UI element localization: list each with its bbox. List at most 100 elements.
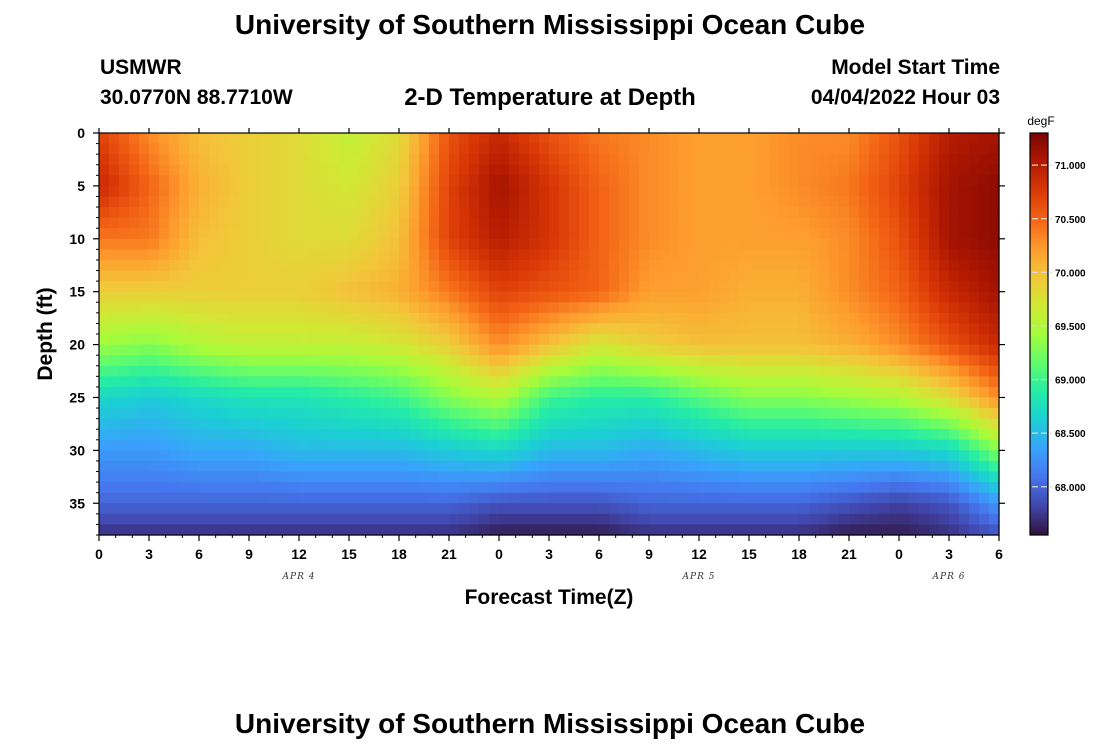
- heatmap-cell: [289, 513, 300, 526]
- heatmap-cell: [679, 365, 690, 377]
- heatmap-cell: [139, 291, 150, 303]
- heatmap-cell: [279, 397, 290, 409]
- heatmap-cell: [569, 259, 580, 272]
- heatmap-cell: [969, 302, 980, 314]
- heatmap-cell: [949, 397, 960, 409]
- heatmap-cell: [669, 344, 680, 356]
- heatmap-cell: [899, 291, 910, 303]
- heatmap-cell: [989, 302, 1000, 314]
- heatmap-cell: [869, 228, 880, 240]
- heatmap-cell: [129, 259, 140, 272]
- heatmap-cell: [109, 302, 120, 314]
- heatmap-cell: [129, 143, 140, 155]
- heatmap-cell: [899, 270, 910, 282]
- heatmap-cell: [439, 249, 450, 261]
- heatmap-cell: [739, 228, 750, 240]
- heatmap-cell: [179, 143, 190, 155]
- heatmap-cell: [619, 143, 630, 155]
- heatmap-cell: [389, 376, 400, 388]
- heatmap-cell: [409, 154, 420, 166]
- heatmap-cell: [319, 133, 330, 145]
- heatmap-cell: [629, 408, 640, 420]
- heatmap-cell: [549, 302, 560, 314]
- heatmap-cell: [249, 217, 260, 229]
- heatmap-cell: [589, 249, 600, 261]
- heatmap-cell: [259, 365, 270, 377]
- heatmap-cell: [319, 355, 330, 367]
- heatmap-cell: [549, 503, 560, 515]
- heatmap-cell: [959, 460, 970, 473]
- heatmap-cell: [909, 482, 920, 494]
- heatmap-cell: [589, 513, 600, 526]
- heatmap-cell: [239, 238, 250, 250]
- heatmap-cell: [929, 323, 940, 335]
- heatmap-cell: [369, 238, 380, 250]
- heatmap-cell: [499, 355, 510, 367]
- heatmap-cell: [409, 376, 420, 388]
- heatmap-cell: [879, 429, 890, 441]
- heatmap-cell: [709, 217, 720, 229]
- heatmap-cell: [409, 397, 420, 409]
- heatmap-cell: [939, 439, 950, 451]
- heatmap-cell: [479, 312, 490, 325]
- heatmap-cell: [969, 344, 980, 356]
- heatmap-cell: [769, 524, 780, 536]
- heatmap-cell: [169, 249, 180, 261]
- heatmap-cell: [389, 281, 400, 293]
- heatmap-cell: [839, 355, 850, 367]
- heatmap-cell: [859, 154, 870, 166]
- heatmap-cell: [199, 175, 210, 187]
- heatmap-cell: [979, 196, 990, 208]
- heatmap-cell: [149, 185, 160, 198]
- heatmap-cell: [349, 460, 360, 473]
- heatmap-cell: [279, 164, 290, 176]
- heatmap-cell: [839, 312, 850, 325]
- heatmap-cell: [589, 450, 600, 462]
- heatmap-cell: [779, 175, 790, 187]
- heatmap-cell: [359, 397, 370, 409]
- heatmap-cell: [329, 270, 340, 282]
- heatmap-cell: [659, 418, 670, 430]
- heatmap-cell: [809, 281, 820, 293]
- heatmap-cell: [579, 185, 590, 198]
- heatmap-cell: [209, 259, 220, 272]
- heatmap-cell: [229, 312, 240, 325]
- heatmap-cell: [659, 164, 670, 176]
- heatmap-cell: [859, 281, 870, 293]
- heatmap-cell: [799, 302, 810, 314]
- heatmap-cell: [159, 503, 170, 515]
- heatmap-cell: [779, 408, 790, 420]
- heatmap-cell: [519, 492, 530, 504]
- heatmap-cell: [299, 291, 310, 303]
- heatmap-cell: [249, 503, 260, 515]
- heatmap-cell: [799, 418, 810, 430]
- heatmap-cell: [979, 217, 990, 229]
- heatmap-cell: [979, 355, 990, 367]
- heatmap-cell: [219, 291, 230, 303]
- heatmap-cell: [689, 175, 700, 187]
- heatmap-cell: [239, 344, 250, 356]
- heatmap-cell: [919, 154, 930, 166]
- heatmap-cell: [449, 270, 460, 282]
- heatmap-cell: [349, 185, 360, 198]
- heatmap-cell: [379, 217, 390, 229]
- heatmap-cell: [329, 259, 340, 272]
- heatmap-cell: [159, 217, 170, 229]
- heatmap-cell: [459, 344, 470, 356]
- heatmap-cell: [319, 450, 330, 462]
- heatmap-cell: [739, 196, 750, 208]
- heatmap-cell: [349, 418, 360, 430]
- heatmap-cell: [529, 323, 540, 335]
- heatmap-cell: [669, 228, 680, 240]
- heatmap-cell: [339, 270, 350, 282]
- heatmap-cell: [339, 196, 350, 208]
- heatmap-cell: [809, 397, 820, 409]
- heatmap-cell: [669, 270, 680, 282]
- heatmap-cell: [859, 238, 870, 250]
- heatmap-cell: [839, 302, 850, 314]
- heatmap-cell: [169, 185, 180, 198]
- heatmap-cell: [159, 207, 170, 219]
- heatmap-cell: [359, 175, 370, 187]
- heatmap-cell: [439, 386, 450, 399]
- heatmap-cell: [389, 429, 400, 441]
